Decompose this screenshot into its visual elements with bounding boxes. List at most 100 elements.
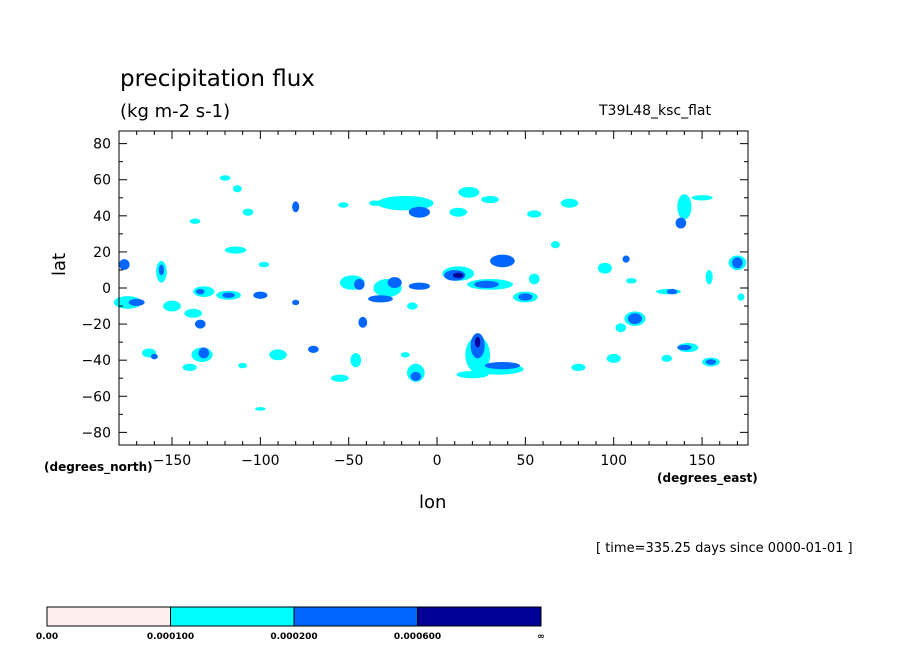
precip-region-40 <box>358 316 368 328</box>
plot-frame <box>118 130 749 446</box>
precip-region-17 <box>675 217 687 229</box>
precip-region-82 <box>571 363 586 372</box>
precip-region-64 <box>150 353 158 360</box>
precip-region-41 <box>406 302 418 310</box>
precip-region-39 <box>408 282 430 290</box>
precip-region-80 <box>484 361 521 370</box>
chart-units: (kg m-2 s-1) <box>120 101 231 122</box>
precip-region-1 <box>232 185 242 193</box>
colorbar-label-2: 0.000200 <box>270 632 317 642</box>
precip-region-32 <box>253 291 268 299</box>
precip-region-56 <box>705 269 713 285</box>
precip-region-45 <box>490 254 515 268</box>
precip-region-67 <box>182 363 197 372</box>
precip-region-78 <box>475 336 481 348</box>
precip-region-53 <box>626 278 637 284</box>
precip-region-86 <box>677 344 692 351</box>
x-tick-label-4: 50 <box>516 453 534 469</box>
precip-region-22 <box>258 261 270 268</box>
x-tick-label-6: 150 <box>689 453 716 469</box>
precip-region-0 <box>219 175 231 181</box>
x-tick-label-2: −50 <box>334 453 364 469</box>
colorbar-swatch-3 <box>417 606 542 627</box>
precip-region-18 <box>119 259 130 270</box>
precip-region-2 <box>242 208 254 216</box>
precip-region-15 <box>677 194 692 220</box>
precip-region-16 <box>691 195 713 201</box>
precip-region-3 <box>189 218 201 224</box>
precip-region-88 <box>705 359 717 365</box>
precip-region-50 <box>528 273 540 285</box>
precip-region-62 <box>615 323 627 333</box>
y-tick-label-8: 80 <box>93 137 111 153</box>
precip-region-75 <box>410 371 422 381</box>
precip-region-81 <box>456 371 489 379</box>
precip-region-52 <box>622 255 630 263</box>
precip-region-59 <box>737 293 745 301</box>
precip-regions <box>113 175 747 411</box>
colorbar-label-3: 0.000600 <box>394 632 441 642</box>
colorbar: 0.00 0.000100 0.000200 0.000600 ∞ <box>36 606 545 642</box>
colorbar-swatch-1 <box>170 606 295 627</box>
colorbar-label-0: 0.00 <box>36 632 58 642</box>
y-tick-label-4: 0 <box>102 281 111 297</box>
precip-region-11 <box>449 207 468 217</box>
precip-region-27 <box>194 319 206 329</box>
precip-region-4 <box>292 201 300 213</box>
precip-region-10 <box>481 195 499 204</box>
precip-region-13 <box>560 198 579 208</box>
y-tick-label-5: 20 <box>93 245 111 261</box>
run-label: T39L48_ksc_flat <box>599 103 711 119</box>
precip-region-66 <box>198 347 210 359</box>
axis-ticks: −150 −100 −50 0 50 100 150 −80 −60 −40 −20 0 20 40 60 8… <box>81 131 748 469</box>
colorbar-label-1: 0.000100 <box>147 632 194 642</box>
precip-region-83 <box>606 353 621 363</box>
precip-region-37 <box>387 277 402 288</box>
precip-region-9 <box>458 186 480 198</box>
precip-region-69 <box>269 349 287 361</box>
precip-region-31 <box>222 292 235 298</box>
precip-region-25 <box>163 300 181 312</box>
precip-region-61 <box>627 313 642 325</box>
precip-region-51 <box>597 262 612 274</box>
precip-region-5 <box>338 202 349 208</box>
precip-region-44 <box>452 272 464 279</box>
colorbar-label-4: ∞ <box>537 632 545 642</box>
x-units-label: (degrees_east) <box>657 471 758 485</box>
x-tick-label-5: 100 <box>600 453 627 469</box>
x-tick-label-0: −150 <box>153 453 191 469</box>
precip-region-20 <box>158 264 165 276</box>
x-tick-label-3: 0 <box>433 453 442 469</box>
precip-region-89 <box>255 407 266 411</box>
y-tick-label-6: 40 <box>93 209 111 225</box>
precip-region-72 <box>331 374 349 382</box>
x-axis-label: lon <box>419 492 447 513</box>
precip-region-33 <box>292 299 300 306</box>
precip-region-12 <box>527 210 542 218</box>
y-units-label: (degrees_north) <box>44 460 153 474</box>
precip-region-47 <box>474 280 499 288</box>
precip-region-8 <box>408 206 430 218</box>
precip-region-73 <box>400 352 410 358</box>
precip-region-26 <box>184 308 203 318</box>
y-tick-label-3: −20 <box>81 317 111 333</box>
y-tick-label-7: 60 <box>93 173 111 189</box>
precip-region-49 <box>518 293 533 301</box>
precip-region-70 <box>308 345 319 353</box>
precip-region-14 <box>550 241 560 249</box>
precip-region-21 <box>225 246 247 254</box>
y-tick-label-2: −40 <box>81 353 111 369</box>
y-tick-label-1: −60 <box>81 389 111 405</box>
precip-region-84 <box>661 354 673 362</box>
precip-region-68 <box>238 362 248 369</box>
precip-region-58 <box>732 257 743 269</box>
y-tick-label-0: −80 <box>81 425 111 441</box>
colorbar-swatch-2 <box>293 606 418 627</box>
precip-region-29 <box>195 288 205 295</box>
time-label: [ time=335.25 days since 0000-01-01 ] <box>596 541 853 556</box>
precip-region-38 <box>368 295 393 303</box>
chart-title: precipitation flux <box>120 66 315 92</box>
precip-region-71 <box>350 352 362 368</box>
colorbar-swatch-0 <box>46 606 171 627</box>
